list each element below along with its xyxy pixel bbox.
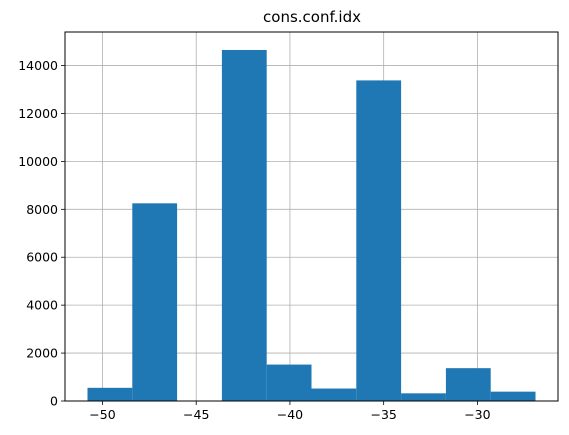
y-tick-label: 2000 bbox=[26, 346, 58, 361]
x-tick-label: −50 bbox=[89, 407, 115, 422]
y-tick-label: 4000 bbox=[26, 298, 58, 313]
x-axis-ticks: −50 −45 −40 −35 −30 bbox=[89, 401, 491, 422]
histogram-bar bbox=[401, 393, 446, 401]
histogram-bar bbox=[490, 391, 536, 401]
chart-title: cons.conf.idx bbox=[263, 8, 361, 26]
y-tick-label: 10000 bbox=[18, 154, 58, 169]
histogram-bar bbox=[132, 203, 178, 401]
histogram-bar bbox=[445, 368, 491, 401]
plot-area-frame bbox=[64, 31, 559, 402]
histogram-bars bbox=[87, 49, 536, 402]
y-tick-label: 8000 bbox=[26, 202, 58, 217]
x-tick-label: −30 bbox=[464, 407, 490, 422]
y-tick-label: 6000 bbox=[26, 250, 58, 265]
x-tick-label: −45 bbox=[183, 407, 209, 422]
histogram-bar bbox=[87, 387, 133, 401]
x-tick-label: −35 bbox=[370, 407, 396, 422]
y-tick-label: 12000 bbox=[18, 106, 58, 121]
y-tick-label: 0 bbox=[50, 394, 58, 409]
y-axis-ticks: 0 2000 4000 6000 8000 10000 12000 14000 bbox=[18, 58, 65, 409]
histogram-bar bbox=[266, 364, 312, 401]
histogram-bar bbox=[311, 388, 357, 401]
histogram-bar bbox=[221, 49, 267, 402]
y-tick-label: 14000 bbox=[18, 58, 58, 73]
x-tick-label: −40 bbox=[277, 407, 303, 422]
histogram-bar bbox=[356, 80, 402, 401]
